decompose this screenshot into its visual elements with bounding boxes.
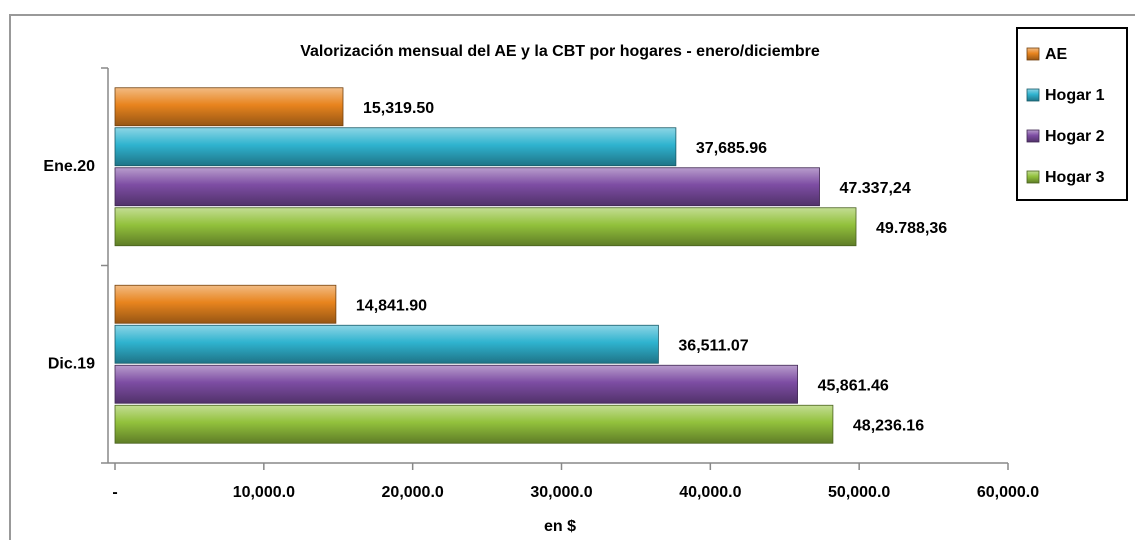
x-tick-label: 30,000.0 — [530, 484, 592, 501]
x-axis-label: en $ — [544, 518, 576, 535]
bar — [114, 364, 798, 404]
bar — [114, 207, 857, 247]
data-label: 36,511.07 — [678, 337, 748, 354]
legend-label: Hogar 2 — [1045, 128, 1105, 145]
data-label: 14,841.90 — [356, 297, 427, 314]
x-tick-label: 40,000.0 — [679, 484, 741, 501]
data-label: 47.337,24 — [840, 180, 911, 197]
bar — [114, 284, 337, 324]
legend-swatch — [1026, 47, 1040, 61]
bar — [114, 167, 820, 207]
legend-label: Hogar 3 — [1045, 169, 1105, 186]
chart-frame — [9, 14, 1135, 540]
x-tick-label: 60,000.0 — [977, 484, 1039, 501]
data-label: 45,861.46 — [818, 377, 889, 394]
legend-swatch — [1026, 129, 1040, 143]
legend-swatch — [1026, 170, 1040, 184]
data-label: 15,319.50 — [363, 100, 434, 117]
bar — [114, 404, 834, 444]
x-tick-label: 50,000.0 — [828, 484, 890, 501]
bar — [114, 87, 344, 127]
y-tick-label: Dic.19 — [48, 355, 95, 372]
bar — [114, 127, 677, 167]
x-tick-label: 10,000.0 — [233, 484, 295, 501]
legend-label: Hogar 1 — [1045, 87, 1105, 104]
data-label: 37,685.96 — [696, 140, 767, 157]
legend-swatch — [1026, 88, 1040, 102]
data-label: 48,236.16 — [853, 417, 924, 434]
y-tick-label: Ene.20 — [43, 158, 95, 175]
legend-label: AE — [1045, 46, 1068, 63]
data-label: 49.788,36 — [876, 220, 947, 237]
x-tick-label: - — [112, 484, 117, 501]
x-tick-label: 20,000.0 — [382, 484, 444, 501]
bar — [114, 324, 659, 364]
chart-title: Valorización mensual del AE y la CBT por… — [300, 43, 820, 60]
